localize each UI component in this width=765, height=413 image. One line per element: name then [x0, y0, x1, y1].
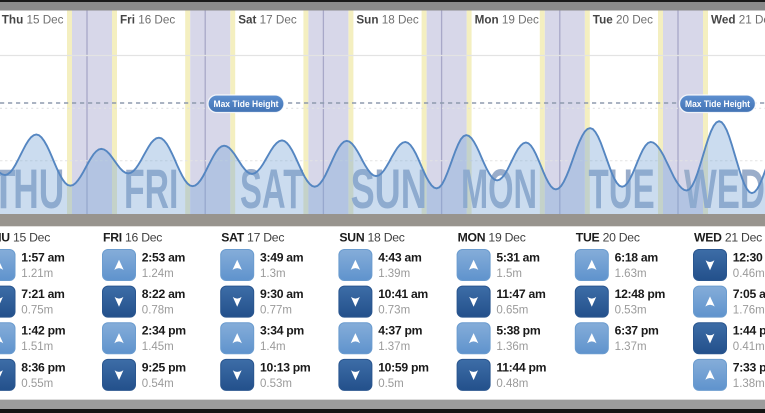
svg-text:11:47 am: 11:47 am: [496, 287, 546, 301]
svg-text:1.36m: 1.36m: [496, 341, 528, 353]
svg-text:FRI 16 Dec: FRI 16 Dec: [103, 230, 162, 244]
svg-text:1.4m: 1.4m: [260, 341, 286, 353]
svg-text:10:13 pm: 10:13 pm: [260, 360, 311, 374]
svg-text:1.24m: 1.24m: [142, 268, 174, 280]
svg-text:1:44 pm: 1:44 pm: [733, 324, 765, 338]
svg-text:1.5m: 1.5m: [496, 268, 522, 280]
svg-text:1.76m: 1.76m: [733, 304, 765, 316]
svg-text:1.63m: 1.63m: [615, 268, 647, 280]
svg-text:11:44 pm: 11:44 pm: [496, 360, 546, 374]
svg-text:1.38m: 1.38m: [733, 378, 765, 390]
svg-text:Sun 18 Dec: Sun 18 Dec: [356, 14, 419, 27]
svg-text:0.53m: 0.53m: [260, 378, 292, 390]
svg-text:Wed 21 Dec: Wed 21 Dec: [711, 14, 765, 27]
svg-text:1.51m: 1.51m: [21, 341, 53, 353]
svg-text:THU 15 Dec: THU 15 Dec: [0, 230, 50, 244]
svg-text:0.65m: 0.65m: [496, 304, 528, 316]
svg-text:Fri 16 Dec: Fri 16 Dec: [120, 14, 175, 27]
svg-text:0.46m: 0.46m: [733, 268, 765, 280]
svg-text:1.3m: 1.3m: [260, 268, 286, 280]
svg-text:0.55m: 0.55m: [21, 378, 53, 390]
svg-text:3:34 pm: 3:34 pm: [260, 324, 304, 338]
svg-text:1.37m: 1.37m: [378, 341, 410, 353]
svg-text:1:57 am: 1:57 am: [21, 250, 65, 264]
svg-text:5:31 am: 5:31 am: [496, 250, 540, 264]
svg-text:Sat 17 Dec: Sat 17 Dec: [238, 14, 297, 27]
svg-text:1.45m: 1.45m: [142, 341, 174, 353]
svg-text:8:36 pm: 8:36 pm: [21, 360, 65, 374]
svg-text:TUE 20 Dec: TUE 20 Dec: [576, 230, 640, 244]
svg-text:SAT 17 Dec: SAT 17 Dec: [221, 230, 284, 244]
svg-text:9:25 pm: 9:25 pm: [142, 360, 186, 374]
svg-text:2:34 pm: 2:34 pm: [142, 324, 186, 338]
svg-text:FRI: FRI: [124, 158, 178, 220]
svg-text:MON 19 Dec: MON 19 Dec: [458, 230, 526, 244]
svg-text:SAT: SAT: [240, 158, 303, 220]
svg-text:Max Tide Height: Max Tide Height: [685, 99, 750, 109]
svg-text:12:48 pm: 12:48 pm: [615, 287, 666, 301]
svg-text:Mon 19 Dec: Mon 19 Dec: [475, 14, 539, 27]
svg-text:10:59 pm: 10:59 pm: [378, 360, 429, 374]
svg-text:0.54m: 0.54m: [142, 378, 174, 390]
svg-text:Thu 15 Dec: Thu 15 Dec: [2, 14, 64, 27]
svg-text:0.5m: 0.5m: [378, 378, 404, 390]
svg-text:7:05 am: 7:05 am: [733, 287, 765, 301]
svg-text:10:41 am: 10:41 am: [378, 287, 428, 301]
svg-text:1.37m: 1.37m: [615, 341, 647, 353]
svg-text:12:30 am: 12:30 am: [733, 250, 765, 264]
svg-text:7:33 pm: 7:33 pm: [733, 360, 765, 374]
svg-text:6:37 pm: 6:37 pm: [615, 324, 659, 338]
svg-text:T: T: [0, 158, 16, 220]
svg-text:MON: MON: [461, 158, 537, 220]
svg-text:0.73m: 0.73m: [378, 304, 410, 316]
svg-text:0.41m: 0.41m: [733, 341, 765, 353]
svg-text:TUE: TUE: [589, 158, 655, 220]
svg-text:9:30 am: 9:30 am: [260, 287, 304, 301]
svg-text:0.77m: 0.77m: [260, 304, 292, 316]
svg-text:Tue 20 Dec: Tue 20 Dec: [593, 14, 653, 27]
svg-text:0.75m: 0.75m: [21, 304, 53, 316]
svg-text:8:22 am: 8:22 am: [142, 287, 186, 301]
svg-text:1.39m: 1.39m: [378, 268, 410, 280]
svg-text:0.48m: 0.48m: [496, 378, 528, 390]
svg-text:WED: WED: [684, 158, 765, 220]
svg-text:SUN 18 Dec: SUN 18 Dec: [339, 230, 404, 244]
svg-text:4:43 am: 4:43 am: [378, 250, 422, 264]
svg-text:0.53m: 0.53m: [615, 304, 647, 316]
svg-text:4:37 pm: 4:37 pm: [378, 324, 422, 338]
svg-text:SUN: SUN: [351, 158, 427, 220]
svg-text:6:18 am: 6:18 am: [615, 250, 659, 264]
svg-text:3:49 am: 3:49 am: [260, 250, 304, 264]
svg-text:Max Tide Height: Max Tide Height: [214, 99, 279, 109]
svg-text:1:42 pm: 1:42 pm: [21, 324, 65, 338]
svg-text:0.78m: 0.78m: [142, 304, 174, 316]
svg-text:7:21 am: 7:21 am: [21, 287, 65, 301]
svg-text:1.21m: 1.21m: [21, 268, 53, 280]
svg-text:5:38 pm: 5:38 pm: [496, 324, 540, 338]
svg-text:WED 21 Dec: WED 21 Dec: [694, 230, 762, 244]
svg-text:2:53 am: 2:53 am: [142, 250, 186, 264]
